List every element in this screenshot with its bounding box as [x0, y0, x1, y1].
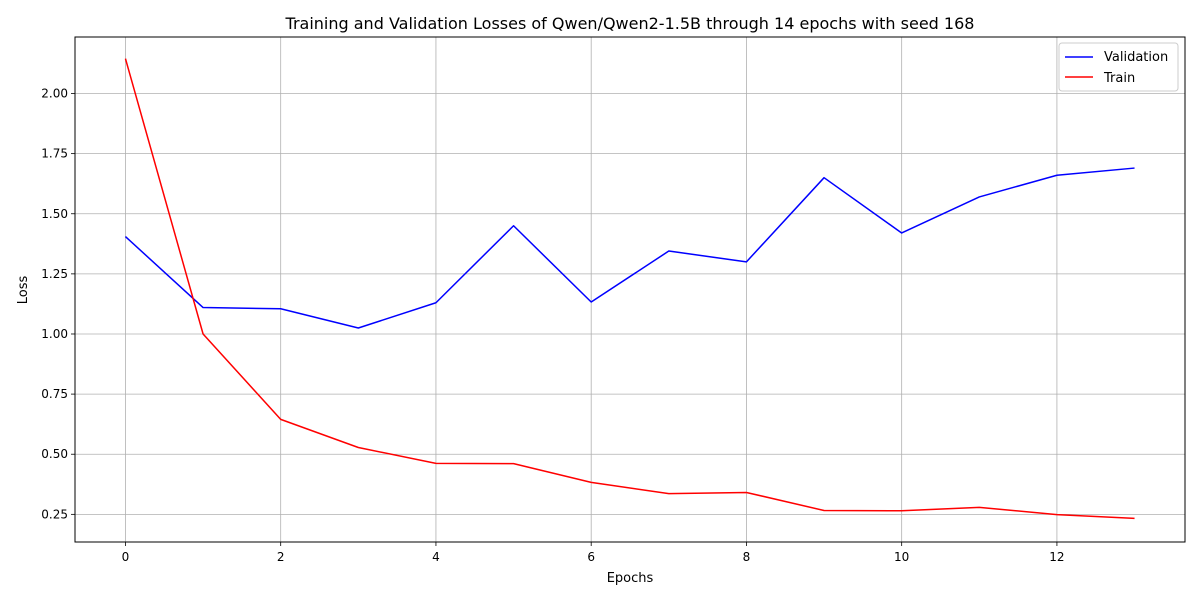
y-tick-label: 1.25: [41, 267, 68, 281]
y-tick-label: 0.25: [41, 507, 68, 521]
x-tick-label: 0: [122, 550, 130, 564]
grid: [75, 37, 1185, 542]
x-tick-label: 4: [432, 550, 440, 564]
legend-label-validation: Validation: [1104, 50, 1168, 65]
legend: Validation Train: [1058, 42, 1179, 92]
series-layer: [124, 58, 1135, 520]
y-tick-label: 1.50: [41, 207, 68, 221]
legend-label-train: Train: [1103, 71, 1135, 86]
ticks: 0 2 4 6 8 10 12 0.25 0.50 0.75 1.00 1.25 1.50 1.75 2.0…: [41, 87, 1064, 564]
y-tick-label: 1.00: [41, 327, 68, 341]
plot-frame: [74, 36, 1186, 543]
x-tick-label: 8: [743, 550, 751, 564]
chart-title: Training and Validation Losses of Qwen/Q…: [285, 14, 975, 33]
y-axis-label: Loss: [16, 276, 31, 305]
y-tick-label: 2.00: [41, 87, 68, 101]
series-line-train: [124, 58, 1135, 520]
y-tick-label: 1.75: [41, 147, 68, 161]
x-tick-label: 12: [1049, 550, 1064, 564]
y-tick-label: 0.50: [41, 447, 68, 461]
legend-box: [1058, 42, 1179, 92]
x-tick-label: 6: [587, 550, 595, 564]
series-line-validation: [124, 167, 1135, 329]
x-tick-label: 10: [894, 550, 909, 564]
y-tick-label: 0.75: [41, 387, 68, 401]
x-axis-label: Epochs: [607, 571, 654, 586]
x-tick-label: 2: [277, 550, 285, 564]
